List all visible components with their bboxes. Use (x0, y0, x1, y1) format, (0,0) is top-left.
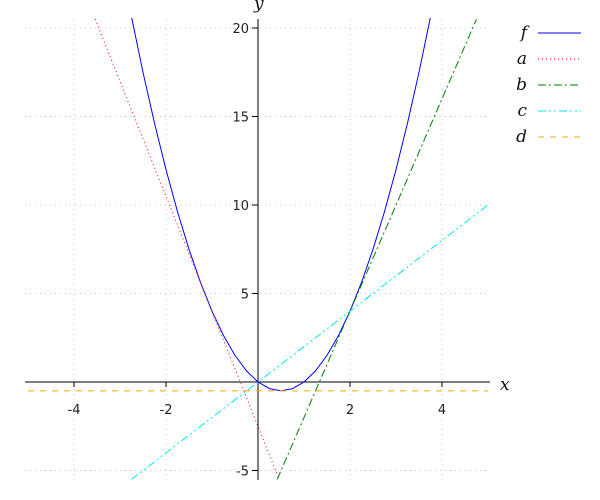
x-tick-label: -4 (68, 403, 81, 418)
y-axis-label: y (253, 0, 264, 14)
axes (25, 19, 490, 480)
legend-label-a: a (517, 49, 527, 69)
grid (25, 19, 490, 480)
x-tick-label: -2 (160, 403, 173, 418)
legend-label-f: f (519, 23, 530, 43)
legend-label-c: c (517, 101, 527, 121)
series-f-line (131, 18, 431, 392)
series-group (28, 18, 489, 480)
y-tick-label: 20 (232, 22, 249, 37)
x-axis-label: x (500, 375, 510, 395)
series-c-line (131, 204, 489, 480)
x-tick-label: 2 (346, 403, 354, 418)
y-tick-label: 10 (232, 199, 249, 214)
legend-label-b: b (516, 75, 527, 95)
tick-labels: -4 -2 2 4 -5 5 10 15 20 (68, 22, 447, 480)
y-tick-label: 5 (241, 288, 249, 303)
series-a-line (94, 19, 280, 480)
x-tick-label: 4 (438, 403, 446, 418)
series-b-line (276, 19, 477, 480)
y-tick-label: -5 (236, 465, 249, 480)
legend-label-d: d (516, 127, 527, 147)
y-tick-label: 15 (232, 111, 249, 126)
